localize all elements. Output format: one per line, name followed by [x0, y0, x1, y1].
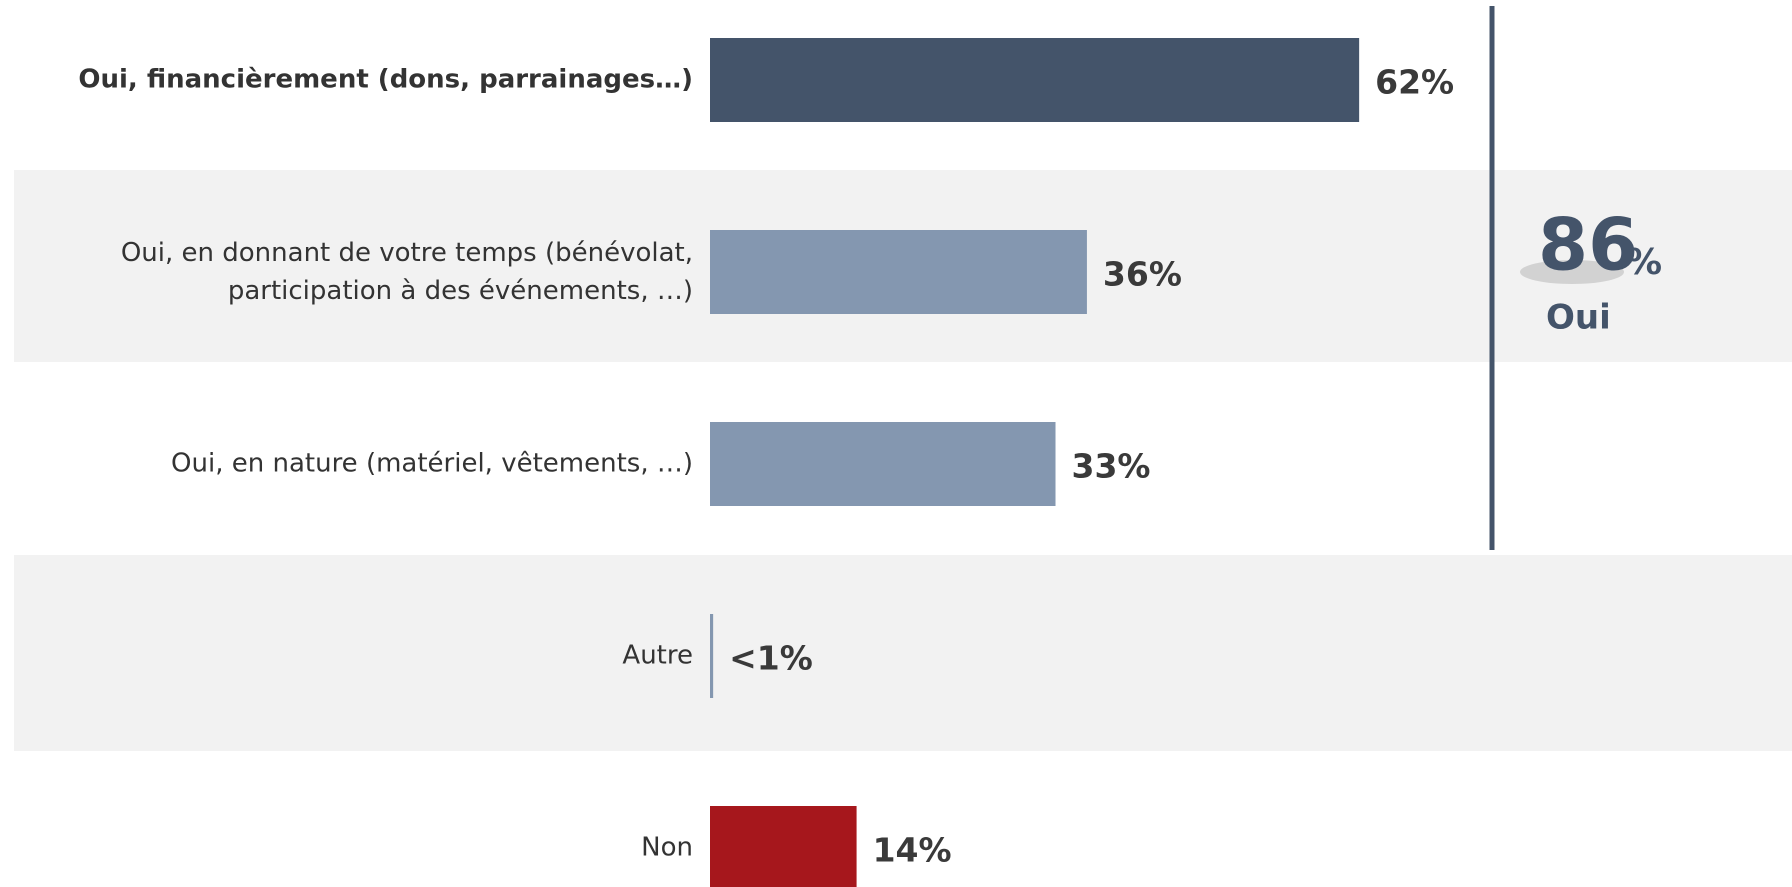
value-label: 62%: [1375, 63, 1454, 102]
summary-suffix: %: [1626, 242, 1662, 283]
value-label: 36%: [1103, 255, 1182, 294]
summary-value: 86: [1538, 203, 1638, 287]
row-band: [14, 555, 1792, 751]
category-label: Oui, financièrement (dons, parrainages…): [78, 65, 693, 95]
value-label: 33%: [1072, 447, 1151, 486]
bar: [710, 422, 1056, 506]
value-label: <1%: [729, 639, 813, 678]
category-label: Oui, en nature (matériel, vêtements, …): [171, 449, 693, 479]
bar: [710, 230, 1087, 314]
bar: [710, 38, 1360, 122]
shadow: [1520, 260, 1624, 284]
summary-label: Oui: [1546, 298, 1611, 338]
value-label: 14%: [873, 831, 952, 870]
category-label: Non: [641, 833, 693, 863]
bar: [710, 614, 714, 698]
category-label: Autre: [622, 641, 693, 671]
category-label: Oui, en donnant de votre temps (bénévola…: [121, 238, 693, 306]
bar: [710, 806, 857, 887]
